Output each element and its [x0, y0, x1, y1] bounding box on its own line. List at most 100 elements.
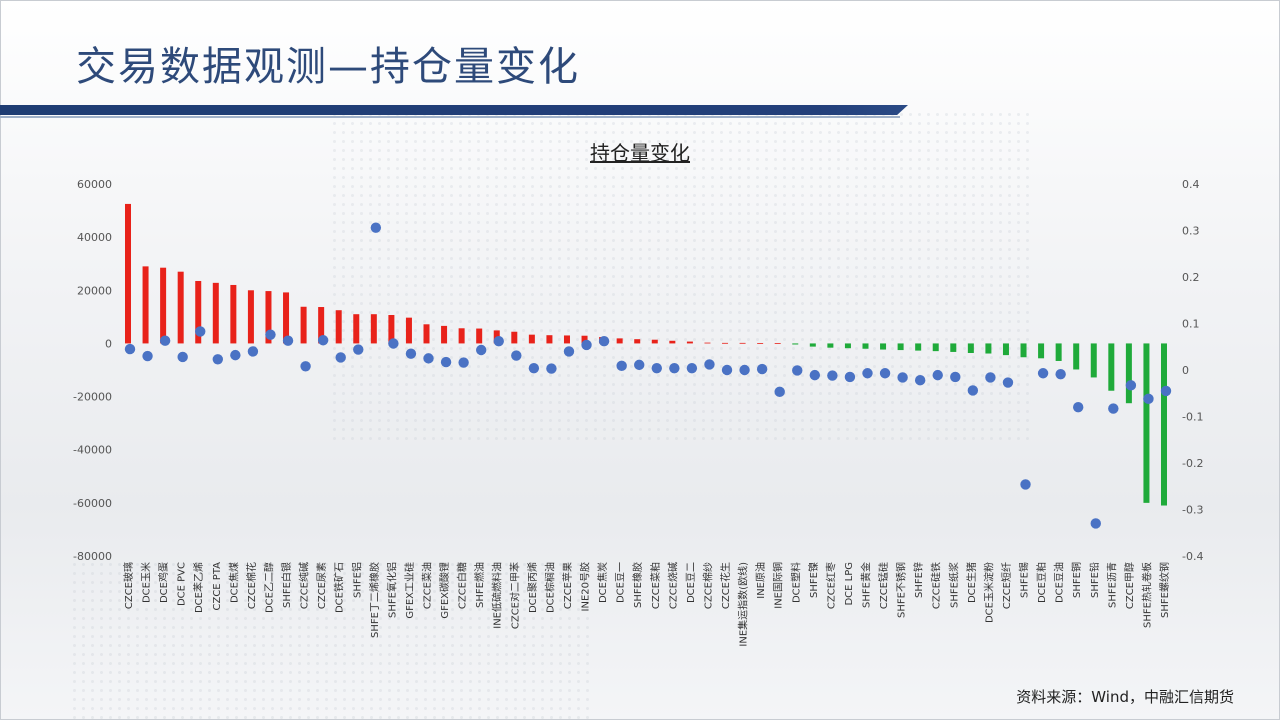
- left-axis-tick-label: -60000: [73, 497, 112, 510]
- category-label: DCE玉米: [140, 562, 153, 603]
- chart-point: [528, 362, 540, 374]
- chart-point: [704, 359, 715, 370]
- chart-bar: [1090, 343, 1097, 378]
- chart-bar: [1108, 343, 1115, 391]
- chart-bar: [757, 343, 764, 344]
- category-label: DCE塑料: [789, 562, 802, 603]
- category-label: SHFE黄金: [859, 562, 872, 608]
- chart-point: [493, 335, 504, 347]
- decorative-cityscape: [70, 560, 590, 720]
- category-label: DCE棕榈油: [543, 562, 556, 613]
- category-label: INE低硫燃料油: [491, 562, 504, 629]
- category-label: CZCE短纤: [1000, 562, 1013, 609]
- right-axis-tick-label: 0.2: [1182, 271, 1200, 284]
- chart-bar: [739, 342, 746, 344]
- chart-bar: [651, 339, 658, 344]
- chart-point: [353, 344, 364, 355]
- chart-point: [827, 370, 838, 381]
- category-label: CZCE棉纱: [701, 562, 714, 609]
- chart-point: [212, 354, 223, 365]
- chart-bar: [212, 282, 219, 344]
- chart-bar: [247, 290, 254, 344]
- category-label: CZCE菜油: [421, 562, 434, 609]
- title-underline-bar: [0, 105, 908, 115]
- chart-point: [423, 353, 434, 364]
- category-label: DCE PVC: [177, 562, 188, 606]
- chart-point: [195, 326, 206, 337]
- left-axis-tick-label: 40000: [77, 231, 112, 244]
- chart-point: [458, 357, 469, 368]
- chart-bar: [1125, 343, 1132, 404]
- chart-point: [967, 385, 979, 396]
- decorative-world-map: [330, 110, 1030, 440]
- category-label: CZCE苹果: [561, 562, 574, 609]
- chart-point: [1160, 385, 1172, 397]
- chart-bar: [1020, 343, 1027, 358]
- chart-point: [159, 335, 171, 346]
- category-label: SHFE不锈钢: [895, 562, 908, 618]
- chart-bar: [1055, 343, 1062, 361]
- chart-point: [651, 362, 662, 374]
- chart-bar: [441, 325, 448, 344]
- left-axis-tick-label: -40000: [73, 444, 112, 457]
- chart-bar: [528, 334, 535, 344]
- chart-bar: [880, 343, 887, 350]
- right-axis-tick-label: -0.3: [1182, 504, 1203, 517]
- chart-bar: [844, 343, 851, 349]
- chart-bar: [950, 343, 957, 352]
- left-axis-tick-label: -20000: [73, 391, 112, 404]
- chart-point: [370, 222, 382, 233]
- chart-bar: [318, 307, 325, 344]
- page-title: 交易数据观测—持仓量变化: [76, 44, 580, 90]
- chart-point: [1055, 368, 1066, 380]
- chart-point: [142, 350, 153, 362]
- chart-bar: [563, 335, 570, 344]
- chart-bar: [160, 267, 167, 344]
- category-label: CZCE锰硅: [877, 562, 890, 609]
- category-label: SHFE镍: [807, 562, 820, 598]
- chart-bar: [1161, 343, 1167, 506]
- chart-point: [1090, 518, 1101, 529]
- chart-point: [563, 346, 575, 357]
- chart-bar: [388, 314, 395, 344]
- left-axis-tick-label: 0: [105, 337, 112, 350]
- chart-bar: [1038, 343, 1045, 359]
- category-label: INE国际铜: [773, 562, 785, 609]
- chart-point: [475, 344, 487, 356]
- chart-point: [440, 356, 452, 368]
- chart-bar: [669, 340, 676, 344]
- category-label: CZCE红枣: [824, 562, 837, 609]
- chart-point: [634, 359, 645, 371]
- chart-bar: [985, 343, 992, 354]
- category-label: DCE LPG: [844, 562, 855, 606]
- chart-point: [756, 363, 768, 375]
- category-label: SHFE铝: [351, 562, 363, 598]
- chart-point: [739, 364, 750, 376]
- chart-bar: [774, 343, 781, 344]
- category-label: CZCE甲醇: [1123, 562, 1136, 609]
- chart-bar: [1002, 343, 1009, 356]
- right-axis-tick-label: -0.1: [1182, 411, 1203, 424]
- right-axis-tick-label: -0.2: [1182, 457, 1203, 470]
- chart-point: [581, 339, 592, 351]
- category-label: CZCE菜粕: [649, 562, 662, 609]
- chart-bar: [722, 342, 729, 344]
- right-axis-tick-label: 0.1: [1182, 318, 1200, 331]
- chart-point: [1073, 402, 1084, 413]
- category-label: CZCE尿素: [315, 562, 328, 609]
- chart-bar: [897, 343, 904, 351]
- chart-bar: [1073, 343, 1080, 370]
- chart-bar: [967, 343, 974, 353]
- chart-bar: [809, 343, 816, 347]
- chart-point: [511, 350, 522, 361]
- category-label: SHFE沥青: [1105, 562, 1118, 608]
- right-axis-tick-label: 0.3: [1182, 225, 1200, 238]
- chart-point: [405, 348, 417, 359]
- chart-bar: [195, 280, 202, 344]
- chart-point: [669, 362, 680, 374]
- chart-bar: [634, 339, 641, 344]
- category-label: CZCE对二甲苯: [508, 562, 521, 629]
- category-label: DCE豆二: [685, 562, 697, 603]
